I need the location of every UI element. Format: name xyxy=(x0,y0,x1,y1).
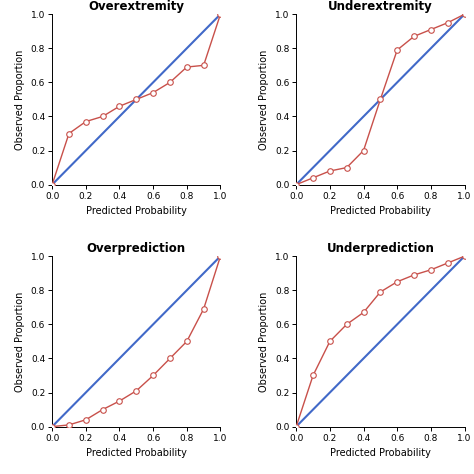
X-axis label: Predicted Probability: Predicted Probability xyxy=(330,448,431,458)
Y-axis label: Observed Proportion: Observed Proportion xyxy=(259,49,269,150)
Title: Underextremity: Underextremity xyxy=(328,0,433,13)
Y-axis label: Observed Proportion: Observed Proportion xyxy=(259,291,269,392)
Y-axis label: Observed Proportion: Observed Proportion xyxy=(15,49,25,150)
Title: Underprediction: Underprediction xyxy=(327,242,434,255)
X-axis label: Predicted Probability: Predicted Probability xyxy=(86,448,187,458)
X-axis label: Predicted Probability: Predicted Probability xyxy=(330,206,431,216)
Y-axis label: Observed Proportion: Observed Proportion xyxy=(15,291,25,392)
Title: Overextremity: Overextremity xyxy=(88,0,184,13)
X-axis label: Predicted Probability: Predicted Probability xyxy=(86,206,187,216)
Title: Overprediction: Overprediction xyxy=(87,242,186,255)
